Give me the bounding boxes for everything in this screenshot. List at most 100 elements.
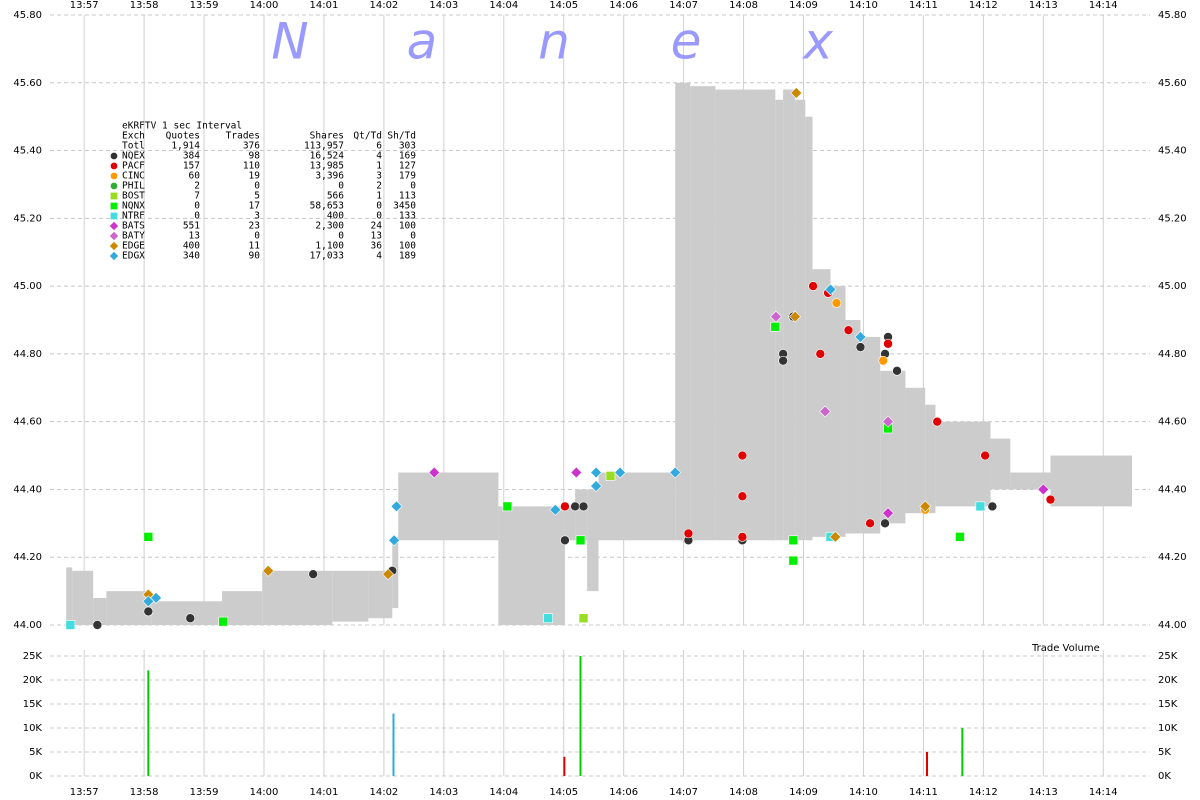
trade-marker [143,606,154,617]
legend-label: NQNX [122,201,145,212]
x-tick-label: 14:01 [310,787,339,798]
y-tick-label: 45.00 [13,281,42,292]
x-tick-label: 14:09 [789,0,818,11]
spread-band [93,597,107,625]
table-cell: 2,300 [315,221,344,232]
table-cell: 6 [376,141,382,152]
table-cell: 2 [194,181,200,192]
table-cell: 0 [338,231,344,242]
y-tick-label: 44.40 [13,484,42,495]
trade-marker [543,613,553,624]
legend-symbol [110,192,118,200]
x-tick-label: 14:07 [669,787,698,798]
table-cell: 4 [376,251,382,262]
trade-marker [815,349,826,359]
spread-band [262,570,333,625]
table-cell: 303 [399,141,416,152]
trade-marker [614,466,627,479]
table-cell: 36 [371,241,383,252]
y-tick-label: 44.80 [13,349,42,360]
table-cell: 400 [327,211,344,222]
table-header: Qt/Td [353,131,382,142]
table-cell: 566 [327,191,344,202]
trade-marker [770,321,781,332]
y-tick-label: 45.40 [1158,146,1187,157]
y-tick-label: 10K [23,723,43,734]
volume-label: Trade Volume [1031,643,1100,654]
spread-band [775,99,784,541]
table-cell: 0 [254,231,260,242]
y-tick-label: 0K [29,771,42,782]
table-cell: 2 [376,181,382,192]
trade-marker [919,500,932,513]
table-cell: 58,653 [310,201,344,212]
trade-marker [150,591,163,604]
volume-bar [961,728,964,776]
trade-marker [788,555,799,566]
trade-marker [575,535,586,546]
y-tick-label: 44.60 [1158,417,1187,428]
trade-marker [892,366,902,376]
spread-band [72,570,94,625]
trade-marker [388,534,401,547]
table-cell: 17,033 [310,251,344,262]
trade-marker [955,532,965,542]
table-cell: 19 [249,171,261,182]
spread-band [1010,472,1051,490]
trade-marker [560,501,570,512]
table-header: Trades [226,131,260,142]
trade-marker [578,501,589,512]
table-cell: 169 [399,151,416,162]
table-cell: 11 [249,241,261,252]
trade-marker [770,310,782,323]
table-cell: 0 [410,231,416,242]
legend-label: BATS [122,221,145,232]
trade-marker [1045,494,1056,505]
y-tick-label: 45.20 [1158,213,1187,224]
x-tick-label: 14:06 [609,0,638,11]
trade-marker [549,503,562,516]
trade-marker [578,613,589,624]
spread-band [587,489,599,592]
trade-marker [790,87,803,99]
legend-symbol [110,172,118,180]
table-header: Sh/Td [387,131,416,142]
y-tick-label: 44.80 [1158,349,1187,360]
table-cell: 13,985 [310,161,344,172]
x-tick-label: 14:14 [1089,0,1118,11]
legend-label: BATY [122,231,145,242]
x-tick-label: 14:13 [1029,0,1058,11]
trade-marker [980,450,990,461]
spread-band [905,387,926,514]
y-tick-label: 15K [1158,699,1178,710]
table-cell: 110 [243,161,260,172]
table-cell: 3450 [393,201,416,212]
table-cell: 384 [183,151,200,162]
table-cell: 13 [189,231,200,242]
trade-marker [819,405,832,418]
table-cell: 0 [194,211,200,222]
legend-label: NTRF [122,211,145,222]
x-tick-label: 13:57 [70,787,99,798]
spread-band [812,269,831,537]
legend-symbol [109,241,119,251]
table-cell: 551 [183,221,200,232]
trade-marker [590,466,603,479]
y-tick-label: 44.20 [1158,552,1187,563]
x-tick-label: 14:10 [849,0,878,11]
y-tick-label: 0K [1158,771,1171,782]
trade-marker [92,620,103,630]
x-tick-label: 14:02 [369,0,398,11]
legend-symbol [109,221,119,231]
x-tick-label: 14:09 [789,787,818,798]
legend-label: CINC [122,171,145,182]
spread-band [990,438,1011,490]
trade-marker [882,415,894,428]
trade-marker [185,613,196,624]
volume-bar [563,756,566,776]
y-tick-label: 44.20 [13,552,42,563]
legend-symbol [109,231,119,241]
table-cell: 133 [399,211,416,222]
watermark-letter: e [671,13,702,71]
trade-marker [65,620,76,630]
